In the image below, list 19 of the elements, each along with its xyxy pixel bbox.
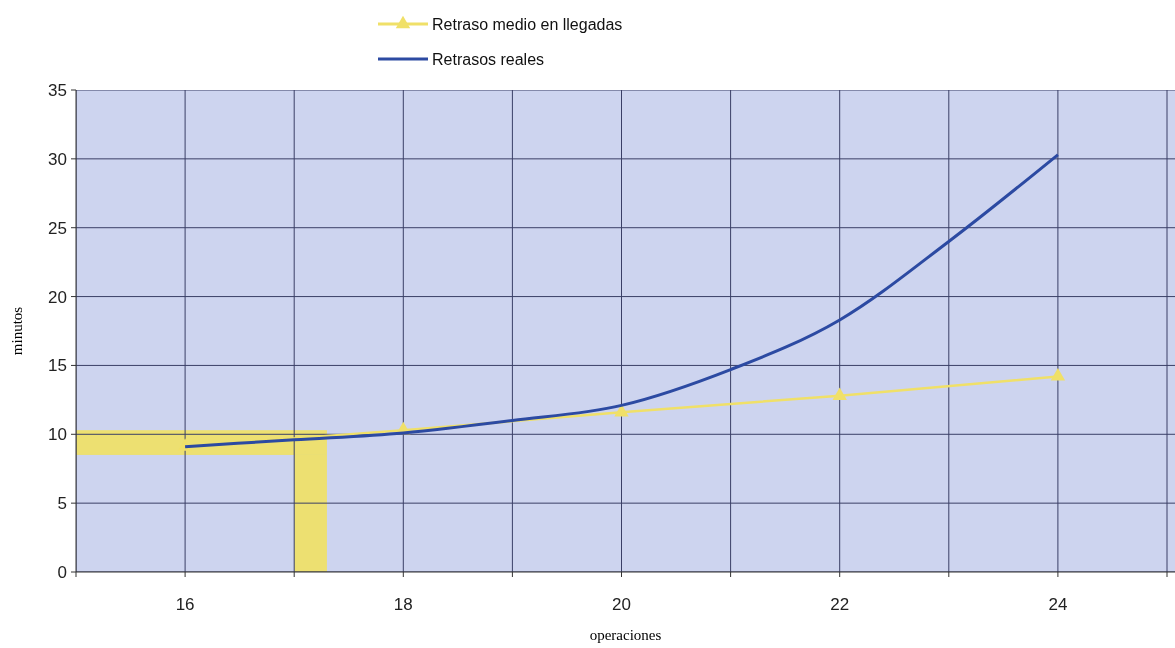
y-tick-label: 25 — [48, 218, 67, 238]
y-tick-label: 10 — [48, 425, 67, 445]
x-tick-label: 24 — [1048, 595, 1068, 614]
y-axis-title: minutos — [9, 306, 25, 356]
y-tick-label: 0 — [57, 562, 67, 582]
legend-label: Retraso medio en llegadas — [432, 15, 623, 33]
x-axis-title: operaciones — [589, 627, 662, 643]
y-tick-label: 35 — [48, 80, 67, 100]
x-tick-label: 20 — [612, 595, 631, 614]
y-tick-label: 15 — [48, 356, 67, 376]
legend-label: Retrasos reales — [432, 50, 545, 68]
y-tick-label: 20 — [48, 287, 67, 307]
x-tick-label: 18 — [393, 595, 413, 614]
x-tick-label: 16 — [175, 595, 195, 614]
point — [832, 387, 847, 400]
point — [1050, 368, 1066, 381]
x-tick-label: 22 — [830, 595, 850, 614]
y-tick-label: 30 — [48, 149, 67, 169]
y-tick-label: 5 — [57, 494, 67, 514]
